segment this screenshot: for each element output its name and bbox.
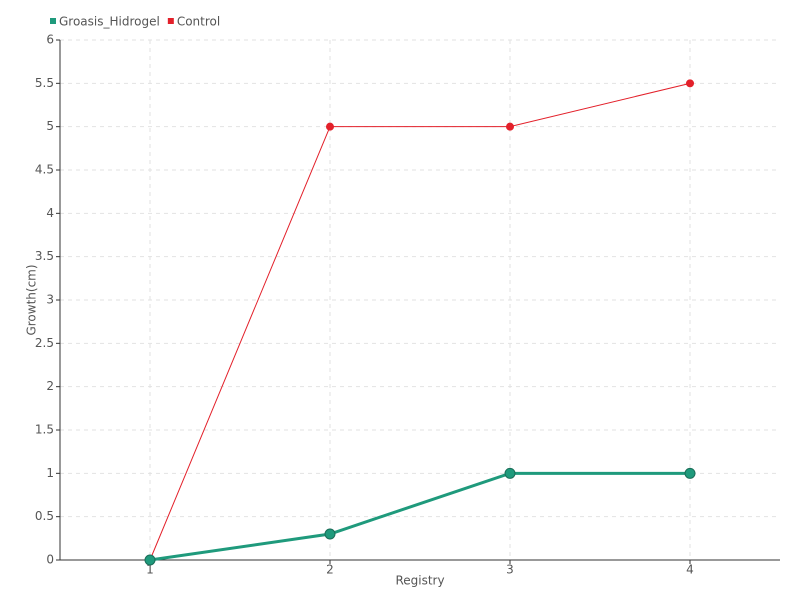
legend-label: Control xyxy=(177,15,220,29)
data-point xyxy=(504,467,516,479)
y-tick-label: 2.5 xyxy=(35,336,54,350)
legend: Groasis_Hidrogel Control xyxy=(50,15,220,29)
x-tick-label: 2 xyxy=(326,563,334,577)
y-tick-label: 6 xyxy=(46,33,54,47)
data-point xyxy=(686,79,694,88)
y-tick-label: 0 xyxy=(46,553,54,567)
x-tick-label: 4 xyxy=(686,563,694,577)
y-tick-label: 3 xyxy=(46,293,54,307)
legend-swatch xyxy=(167,18,174,24)
legend-label: Groasis_Hidrogel xyxy=(59,15,160,29)
series-line xyxy=(149,82,691,561)
y-tick-label: 3.5 xyxy=(35,249,54,263)
y-tick-label: 1.5 xyxy=(35,423,54,437)
y-tick-label: 5 xyxy=(46,119,54,133)
y-tick-label: 4.5 xyxy=(35,163,54,177)
y-tick-label: 2 xyxy=(46,379,54,393)
x-tick-label: 1 xyxy=(146,563,154,577)
x-axis-title: Registry xyxy=(395,574,444,588)
data-point xyxy=(324,528,336,540)
data-point xyxy=(326,122,334,131)
data-point xyxy=(684,467,696,479)
x-tick-label: 3 xyxy=(506,563,514,577)
data-point xyxy=(506,122,514,131)
legend-swatch xyxy=(50,18,56,24)
series-line xyxy=(149,471,690,562)
y-tick-label: 4 xyxy=(46,206,54,220)
y-axis-title: Growth(cm) xyxy=(25,264,39,335)
y-tick-label: 5.5 xyxy=(35,76,54,90)
data-point xyxy=(144,554,156,566)
y-tick-label: 0.5 xyxy=(35,509,54,523)
y-tick-label: 1 xyxy=(46,466,54,480)
